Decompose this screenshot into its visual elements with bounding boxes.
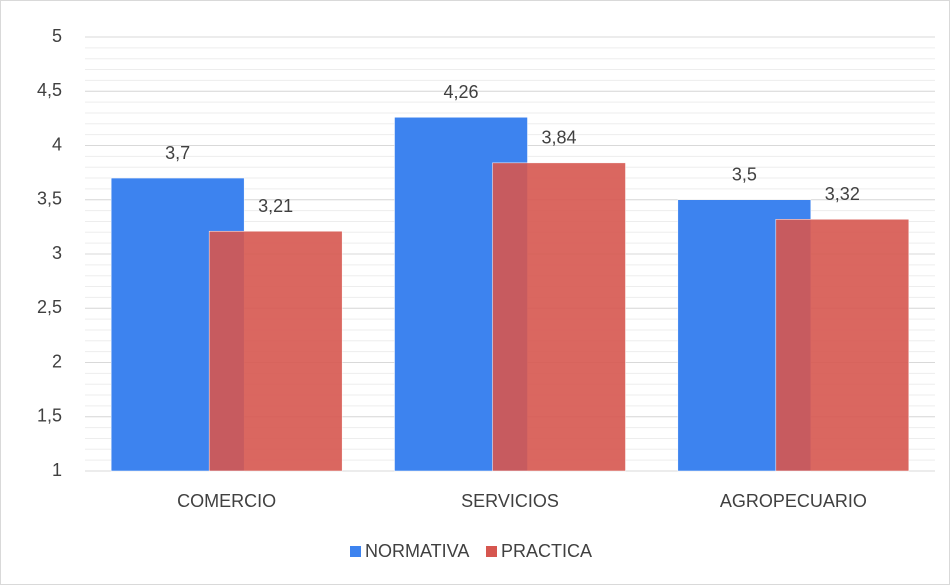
y-tick-label: 3	[52, 243, 62, 263]
legend-label: PRACTICA	[501, 541, 592, 561]
y-tick-label: 1	[52, 460, 62, 480]
value-label: 3,5	[732, 165, 757, 185]
value-label: 3,7	[165, 143, 190, 163]
bar	[775, 219, 910, 472]
x-tick-label: COMERCIO	[177, 491, 276, 511]
x-tick-label: SERVICIOS	[461, 491, 559, 511]
y-tick-label: 2,5	[37, 297, 62, 317]
y-tick-label: 5	[52, 26, 62, 46]
legend-swatch	[486, 546, 497, 557]
x-tick-label: AGROPECUARIO	[720, 491, 867, 511]
value-label: 3,84	[541, 128, 576, 148]
value-label: 3,21	[258, 196, 293, 216]
value-label: 4,26	[443, 82, 478, 102]
y-tick-label: 3,5	[37, 189, 62, 209]
y-tick-label: 4,5	[37, 80, 62, 100]
y-tick-label: 4	[52, 134, 62, 154]
y-tick-label: 2	[52, 351, 62, 371]
bar	[492, 162, 626, 472]
y-tick-label: 1,5	[37, 406, 62, 426]
value-label: 3,32	[825, 184, 860, 204]
legend-label: NORMATIVA	[365, 541, 469, 561]
legend-swatch	[350, 546, 361, 557]
bar	[208, 230, 343, 472]
